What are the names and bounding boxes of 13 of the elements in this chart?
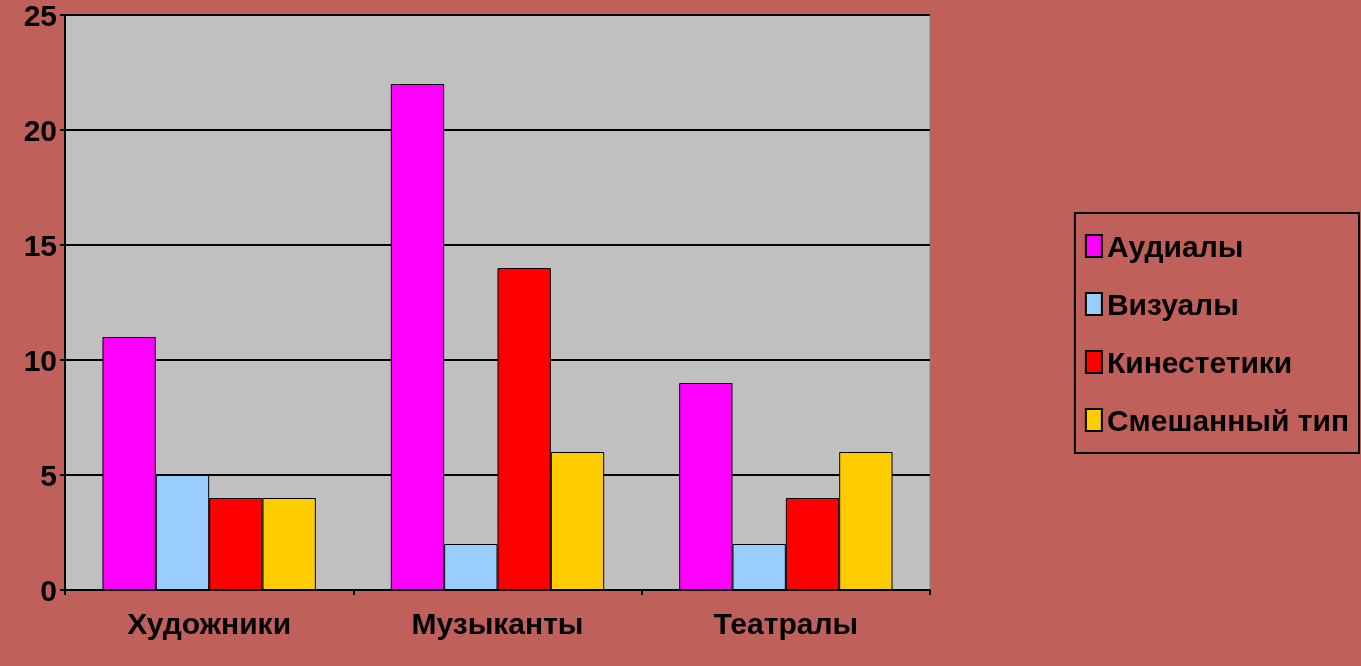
- x-tick-label: Художники: [127, 606, 292, 640]
- legend-label: Визуалы: [1106, 287, 1239, 321]
- y-tick-label: 0: [40, 573, 57, 607]
- y-tick-label: 20: [23, 113, 57, 147]
- legend-label: Аудиалы: [1106, 229, 1244, 263]
- x-tick-label: Театралы: [713, 606, 859, 640]
- legend-label: Смешанный тип: [1106, 403, 1349, 437]
- x-tick-label: Музыканты: [411, 606, 584, 640]
- y-tick-label: 25: [23, 0, 57, 32]
- y-tick-label: 5: [40, 458, 57, 492]
- legend-label: Кинестетики: [1106, 345, 1293, 379]
- y-tick-label: 15: [23, 228, 57, 262]
- y-tick-label: 10: [23, 343, 57, 377]
